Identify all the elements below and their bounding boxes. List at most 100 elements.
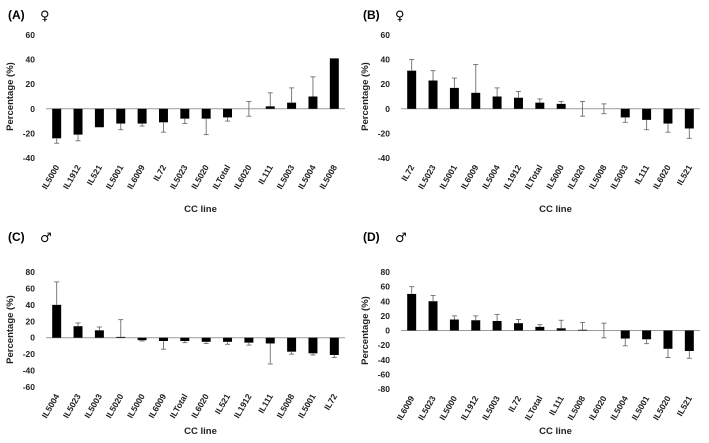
bar <box>265 106 275 109</box>
y-tick-label: 40 <box>381 296 391 306</box>
category-label: IL5020 <box>189 163 211 191</box>
y-axis-title: Percentage (%) <box>360 62 371 131</box>
bar <box>513 323 523 331</box>
category-label: IL5023 <box>168 163 190 191</box>
category-label: IL6020 <box>189 392 211 420</box>
bar <box>308 337 318 354</box>
category-label: ILTotal <box>210 163 232 191</box>
bar <box>180 337 190 341</box>
y-tick-label: -20 <box>23 349 36 359</box>
y-axis-title: Percentage (%) <box>360 296 371 365</box>
chart-panel-d: (D) ♂ Percentage (%) -80 -60 -40 -20 0 20 40 60 80 I… <box>360 230 700 437</box>
bar <box>329 58 339 109</box>
category-label: IL1912 <box>232 392 254 420</box>
category-label: IL111 <box>632 163 651 186</box>
bar <box>244 337 254 343</box>
y-tick-label: 20 <box>26 79 36 89</box>
sex-symbol: ♂ <box>395 231 407 246</box>
bar <box>158 108 168 123</box>
category-label: IL6009 <box>459 163 481 191</box>
category-label: IL6009 <box>125 163 147 191</box>
y-tick-label: 40 <box>381 55 391 65</box>
category-label: IL6020 <box>232 163 254 191</box>
x-axis-title: CC line <box>539 426 572 437</box>
bar <box>223 108 233 118</box>
category-label: IL521 <box>85 163 105 187</box>
bar <box>52 304 62 338</box>
sex-symbol: ♀ <box>395 9 405 24</box>
category-label: IL5003 <box>608 163 630 191</box>
category-label: IL521 <box>213 392 233 416</box>
category-label: IL5003 <box>274 163 296 191</box>
y-tick-label: 0 <box>385 326 390 336</box>
bar <box>578 329 588 331</box>
category-label: IL5001 <box>629 394 651 422</box>
x-axis-title: CC line <box>184 426 217 437</box>
category-label: ILTotal <box>523 394 545 422</box>
panel-label: (B) <box>363 8 380 22</box>
category-label: IL5001 <box>296 392 318 420</box>
category-label: IL72 <box>399 163 416 183</box>
bar <box>94 330 104 338</box>
category-label: IL6020 <box>651 163 673 191</box>
category-label: IL111 <box>256 392 275 415</box>
bar <box>287 102 297 109</box>
y-tick-label: 80 <box>381 267 391 277</box>
bar <box>265 337 275 344</box>
bar <box>94 108 104 128</box>
category-label: IL5023 <box>61 392 83 420</box>
category-label: IL5008 <box>565 394 587 422</box>
bar <box>428 301 438 331</box>
bar <box>620 108 630 118</box>
bar <box>73 108 83 135</box>
category-label: IL5004 <box>40 392 62 420</box>
category-label: IL5008 <box>587 163 609 191</box>
bar <box>449 87 459 109</box>
bar <box>492 320 502 331</box>
category-label: IL111 <box>256 163 275 186</box>
bar <box>52 108 62 139</box>
bar <box>116 108 126 124</box>
y-tick-label: 0 <box>30 333 35 343</box>
category-label: IL5023 <box>416 163 438 191</box>
category-label: IL5000 <box>40 163 62 191</box>
y-tick-label: -40 <box>378 355 391 365</box>
category-label: IL5020 <box>565 163 587 191</box>
category-label: IL5004 <box>296 163 318 191</box>
category-label: IL6009 <box>146 392 168 420</box>
chart-panel-c: (C) ♂ Percentage (%) -60 -40 -20 0 20 40 60 80 IL50… <box>5 230 345 437</box>
y-tick-label: 20 <box>381 311 391 321</box>
bar <box>642 330 652 340</box>
category-label: IL6009 <box>395 394 417 422</box>
y-tick-label: -80 <box>378 384 391 394</box>
y-tick-label: -40 <box>23 366 36 376</box>
bar <box>492 96 502 109</box>
category-label: IL1912 <box>61 163 83 191</box>
bar <box>513 97 523 109</box>
category-label: IL5023 <box>416 394 438 422</box>
category-label: IL521 <box>675 394 695 418</box>
bar <box>308 96 318 109</box>
bar <box>223 337 233 342</box>
bar <box>116 336 126 338</box>
category-label: IL5004 <box>480 163 502 191</box>
panel-label: (A) <box>8 8 25 22</box>
category-label: IL5001 <box>437 163 459 191</box>
y-tick-label: 0 <box>385 104 390 114</box>
bar <box>287 337 297 352</box>
category-label: IL5003 <box>82 392 104 420</box>
category-label: IL5000 <box>437 394 459 422</box>
category-label: IL5000 <box>544 163 566 191</box>
y-tick-label: -40 <box>378 153 391 163</box>
panel-label: (C) <box>8 230 25 244</box>
bar <box>428 80 438 109</box>
bar <box>201 337 211 342</box>
category-label: IL5003 <box>480 394 502 422</box>
bar <box>137 337 147 341</box>
y-tick-label: 60 <box>381 30 391 40</box>
category-label: IL5020 <box>651 394 673 422</box>
category-label: IL521 <box>675 163 695 187</box>
category-label: IL111 <box>547 394 566 417</box>
category-label: IL5008 <box>317 163 339 191</box>
